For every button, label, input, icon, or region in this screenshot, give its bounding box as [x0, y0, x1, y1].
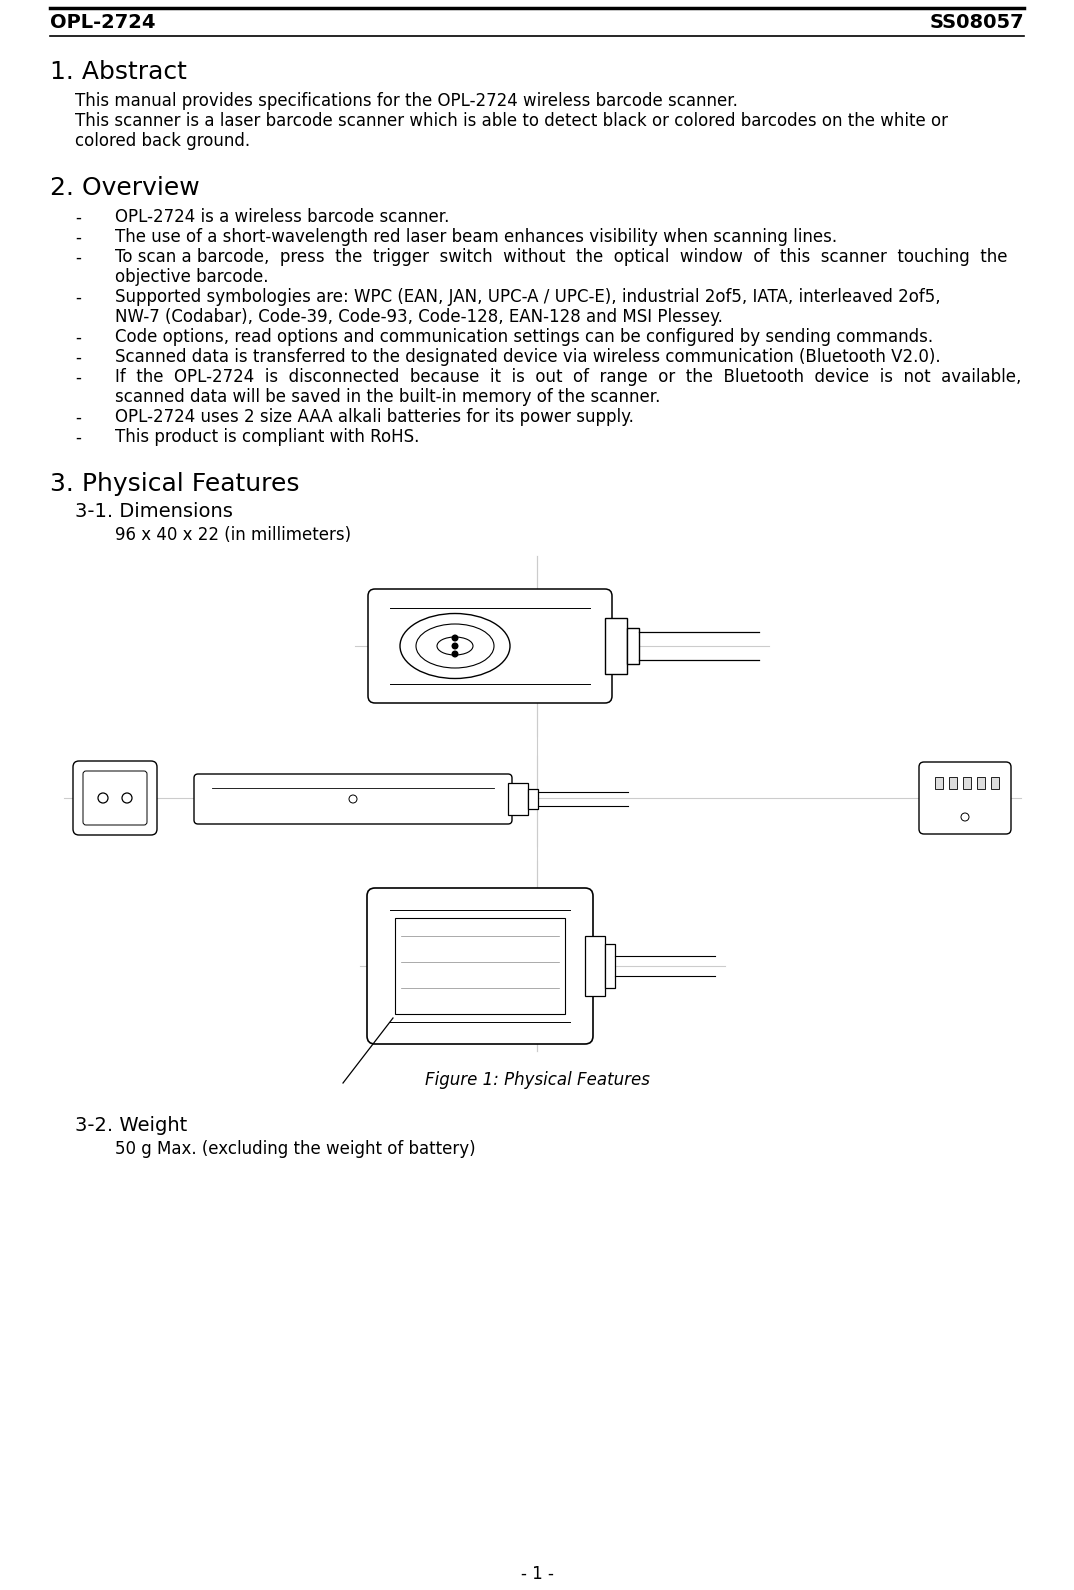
Text: -: -: [75, 429, 81, 447]
Bar: [585, 937, 605, 995]
Circle shape: [452, 634, 458, 641]
Text: objective barcode.: objective barcode.: [115, 269, 268, 286]
Circle shape: [452, 652, 458, 657]
Circle shape: [452, 644, 458, 649]
Text: 3. Physical Features: 3. Physical Features: [50, 472, 300, 496]
Bar: [935, 778, 943, 789]
Text: The use of a short-wavelength red laser beam enhances visibility when scanning l: The use of a short-wavelength red laser …: [115, 227, 837, 246]
Text: -: -: [75, 348, 81, 367]
Text: Scanned data is transferred to the designated device via wireless communication : Scanned data is transferred to the desig…: [115, 348, 941, 366]
Ellipse shape: [437, 638, 473, 655]
Text: OPL-2724 uses 2 size AAA alkali batteries for its power supply.: OPL-2724 uses 2 size AAA alkali batterie…: [115, 409, 634, 426]
Text: OPL-2724: OPL-2724: [50, 13, 156, 32]
Text: -: -: [75, 289, 81, 307]
FancyBboxPatch shape: [194, 774, 512, 824]
Text: Figure 1: Physical Features: Figure 1: Physical Features: [424, 1072, 650, 1089]
Text: -: -: [75, 329, 81, 347]
Text: -: -: [75, 409, 81, 428]
Text: To scan a barcode,  press  the  trigger  switch  without  the  optical  window  : To scan a barcode, press the trigger swi…: [115, 248, 1007, 266]
Bar: [605, 619, 627, 674]
Text: Code options, read options and communication settings can be configured by sendi: Code options, read options and communica…: [115, 328, 933, 347]
Text: -: -: [75, 208, 81, 227]
Bar: [991, 778, 999, 789]
FancyBboxPatch shape: [73, 762, 157, 835]
Text: 2. Overview: 2. Overview: [50, 176, 200, 200]
Text: -: -: [75, 229, 81, 246]
Text: -: -: [75, 250, 81, 267]
Ellipse shape: [416, 623, 494, 668]
Ellipse shape: [400, 614, 510, 679]
Circle shape: [961, 812, 969, 820]
Bar: [627, 628, 639, 665]
Bar: [395, 917, 565, 1014]
Bar: [528, 789, 538, 809]
Bar: [977, 778, 985, 789]
Text: 3-2. Weight: 3-2. Weight: [75, 1116, 187, 1135]
FancyBboxPatch shape: [368, 588, 612, 703]
Text: Supported symbologies are: WPC (EAN, JAN, UPC-A / UPC-E), industrial 2of5, IATA,: Supported symbologies are: WPC (EAN, JAN…: [115, 288, 941, 305]
Text: NW-7 (Codabar), Code-39, Code-93, Code-128, EAN-128 and MSI Plessey.: NW-7 (Codabar), Code-39, Code-93, Code-1…: [115, 308, 723, 326]
Text: This product is compliant with RoHS.: This product is compliant with RoHS.: [115, 428, 419, 447]
Text: scanned data will be saved in the built-in memory of the scanner.: scanned data will be saved in the built-…: [115, 388, 661, 405]
Bar: [949, 778, 957, 789]
FancyBboxPatch shape: [919, 762, 1011, 835]
Text: OPL-2724 is a wireless barcode scanner.: OPL-2724 is a wireless barcode scanner.: [115, 208, 449, 226]
Bar: [963, 778, 971, 789]
Text: This manual provides specifications for the OPL-2724 wireless barcode scanner.: This manual provides specifications for …: [75, 92, 738, 110]
Text: SS08057: SS08057: [929, 13, 1024, 32]
Text: If  the  OPL-2724  is  disconnected  because  it  is  out  of  range  or  the  B: If the OPL-2724 is disconnected because …: [115, 367, 1021, 386]
Text: 3-1. Dimensions: 3-1. Dimensions: [75, 502, 233, 522]
Text: 50 g Max. (excluding the weight of battery): 50 g Max. (excluding the weight of batte…: [115, 1140, 476, 1158]
Text: 96 x 40 x 22 (in millimeters): 96 x 40 x 22 (in millimeters): [115, 526, 351, 544]
Bar: [605, 944, 615, 987]
Text: - 1 -: - 1 -: [521, 1565, 553, 1584]
FancyBboxPatch shape: [83, 771, 147, 825]
FancyBboxPatch shape: [367, 887, 593, 1045]
Bar: [508, 782, 528, 816]
Circle shape: [349, 795, 357, 803]
Text: colored back ground.: colored back ground.: [75, 132, 250, 149]
Circle shape: [98, 793, 108, 803]
Text: This scanner is a laser barcode scanner which is able to detect black or colored: This scanner is a laser barcode scanner …: [75, 111, 948, 130]
Text: -: -: [75, 369, 81, 386]
Text: 1. Abstract: 1. Abstract: [50, 60, 187, 84]
Circle shape: [122, 793, 132, 803]
